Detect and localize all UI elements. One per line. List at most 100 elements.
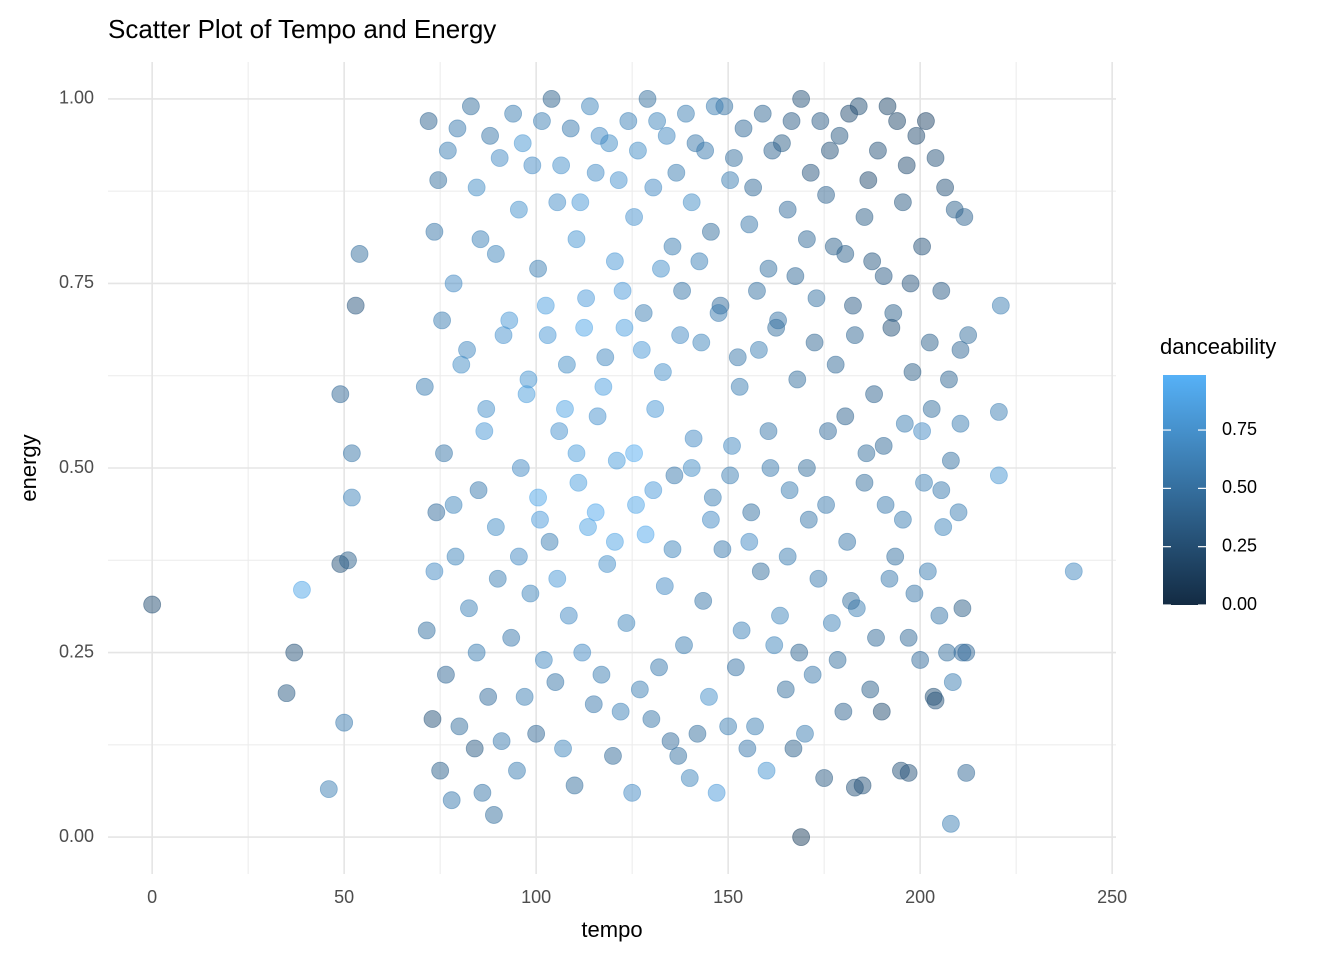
point bbox=[867, 628, 885, 647]
point bbox=[905, 584, 924, 603]
point bbox=[450, 717, 469, 736]
point bbox=[828, 651, 847, 669]
point bbox=[669, 746, 688, 765]
point bbox=[776, 680, 795, 699]
point bbox=[677, 104, 695, 123]
point bbox=[671, 326, 690, 345]
point bbox=[686, 134, 705, 153]
point bbox=[467, 178, 486, 197]
point bbox=[855, 208, 874, 226]
point bbox=[951, 414, 970, 433]
point bbox=[460, 599, 478, 618]
point bbox=[285, 643, 304, 662]
point bbox=[509, 547, 528, 566]
point bbox=[799, 510, 818, 529]
point bbox=[471, 230, 490, 249]
point bbox=[803, 665, 822, 684]
point bbox=[836, 407, 855, 426]
point bbox=[911, 651, 930, 669]
legend-label: 0.50 bbox=[1222, 477, 1257, 497]
point bbox=[917, 112, 935, 130]
point bbox=[509, 200, 528, 219]
point bbox=[728, 348, 747, 367]
point bbox=[796, 724, 814, 743]
point bbox=[611, 702, 630, 721]
point bbox=[319, 780, 338, 799]
point bbox=[663, 540, 682, 559]
point bbox=[423, 710, 442, 728]
point bbox=[821, 141, 839, 160]
point bbox=[705, 97, 724, 116]
point bbox=[584, 695, 603, 714]
colorbar bbox=[1163, 375, 1206, 605]
point bbox=[915, 473, 933, 492]
point bbox=[567, 230, 586, 249]
point bbox=[819, 422, 837, 440]
point bbox=[757, 761, 776, 780]
point bbox=[417, 621, 436, 640]
point bbox=[801, 163, 820, 182]
point bbox=[936, 178, 955, 197]
point bbox=[596, 348, 615, 367]
point bbox=[485, 806, 503, 824]
point bbox=[604, 746, 622, 765]
point bbox=[826, 355, 845, 374]
point bbox=[571, 193, 590, 212]
point bbox=[586, 503, 605, 522]
point bbox=[636, 525, 655, 544]
point bbox=[726, 658, 745, 677]
point bbox=[953, 643, 972, 662]
point bbox=[845, 326, 864, 345]
point bbox=[790, 643, 809, 662]
point bbox=[926, 149, 945, 167]
point bbox=[811, 112, 830, 130]
point bbox=[425, 222, 444, 241]
point bbox=[732, 621, 751, 640]
point bbox=[586, 163, 605, 182]
point bbox=[427, 503, 446, 522]
point bbox=[569, 473, 588, 492]
point bbox=[682, 459, 701, 477]
point bbox=[949, 503, 968, 522]
point bbox=[673, 281, 691, 300]
point bbox=[899, 628, 918, 647]
point bbox=[542, 90, 561, 108]
y-tick-label: 1.00 bbox=[59, 88, 94, 108]
point bbox=[893, 510, 912, 529]
y-tick-label: 0.00 bbox=[59, 826, 94, 846]
point bbox=[926, 691, 945, 710]
point bbox=[429, 171, 448, 190]
point bbox=[753, 104, 772, 123]
x-axis-label: tempo bbox=[581, 917, 642, 942]
point bbox=[577, 289, 595, 308]
point bbox=[515, 687, 534, 706]
point bbox=[444, 496, 463, 514]
point bbox=[590, 126, 609, 145]
points bbox=[143, 90, 1083, 846]
point bbox=[882, 318, 901, 337]
point bbox=[625, 208, 643, 226]
point bbox=[442, 791, 461, 810]
point bbox=[588, 407, 607, 426]
point bbox=[869, 141, 887, 160]
point bbox=[749, 340, 768, 359]
legend-label: 0.75 bbox=[1222, 419, 1257, 439]
x-tick-label: 200 bbox=[905, 887, 935, 907]
point bbox=[415, 377, 434, 396]
point bbox=[554, 739, 572, 758]
point bbox=[786, 267, 805, 285]
point bbox=[713, 540, 732, 559]
point bbox=[657, 126, 676, 145]
point bbox=[822, 614, 841, 632]
point bbox=[531, 510, 549, 529]
point bbox=[857, 444, 876, 463]
point bbox=[513, 134, 532, 153]
point bbox=[707, 783, 726, 802]
point bbox=[521, 584, 540, 603]
point bbox=[771, 606, 789, 625]
point bbox=[143, 595, 162, 614]
point bbox=[559, 606, 578, 625]
point bbox=[953, 599, 972, 618]
point bbox=[690, 252, 709, 271]
point bbox=[734, 119, 753, 138]
